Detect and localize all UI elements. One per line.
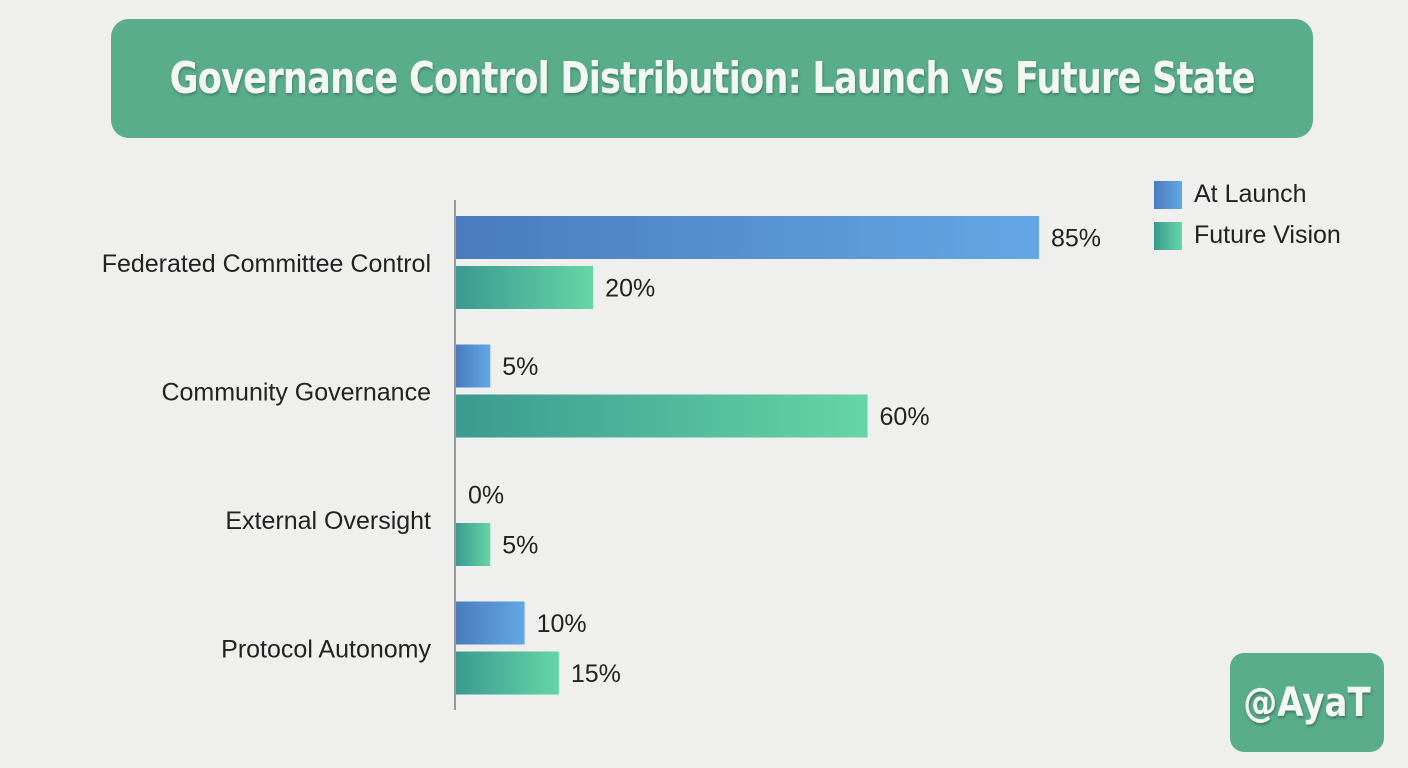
data-label-at-launch-federated-committee-control: 85% <box>1051 225 1101 253</box>
legend-item-at-launch: At Launch <box>1154 174 1341 215</box>
category-label-protocol-autonomy: Protocol Autonomy <box>221 636 431 664</box>
bar-future-vision-community-governance <box>456 394 868 438</box>
bar-future-vision-federated-committee-control <box>456 266 594 309</box>
legend-swatch-at-launch <box>1154 180 1182 209</box>
data-label-future-vision-external-oversight: 5% <box>502 532 538 560</box>
legend-swatch-future-vision <box>1154 221 1182 250</box>
category-label-community-governance: Community Governance <box>161 379 431 407</box>
legend-label-at-launch: At Launch <box>1194 180 1307 208</box>
bar-future-vision-protocol-autonomy <box>456 651 559 695</box>
category-label-external-oversight: External Oversight <box>225 507 431 535</box>
data-label-future-vision-federated-committee-control: 20% <box>605 275 655 303</box>
bar-at-launch-community-governance <box>456 344 491 388</box>
legend: At Launch Future Vision <box>1154 174 1341 256</box>
watermark-text: @AyaT <box>1243 679 1371 726</box>
legend-label-future-vision: Future Vision <box>1194 221 1341 249</box>
data-label-at-launch-community-governance: 5% <box>502 353 538 381</box>
legend-item-future-vision: Future Vision <box>1154 215 1341 256</box>
category-label-federated-committee-control: Federated Committee Control <box>102 250 431 278</box>
title-banner: Governance Control Distribution: Launch … <box>111 19 1313 138</box>
data-label-future-vision-community-governance: 60% <box>880 403 930 431</box>
data-label-future-vision-protocol-autonomy: 15% <box>571 660 621 688</box>
bar-at-launch-federated-committee-control <box>456 216 1039 259</box>
chart-title: Governance Control Distribution: Launch … <box>169 53 1255 104</box>
data-label-at-launch-protocol-autonomy: 10% <box>537 610 587 638</box>
bar-at-launch-protocol-autonomy <box>456 601 525 645</box>
watermark-badge: @AyaT <box>1230 653 1384 752</box>
data-label-at-launch-external-oversight: 0% <box>468 482 504 510</box>
bar-future-vision-external-oversight <box>456 523 491 566</box>
